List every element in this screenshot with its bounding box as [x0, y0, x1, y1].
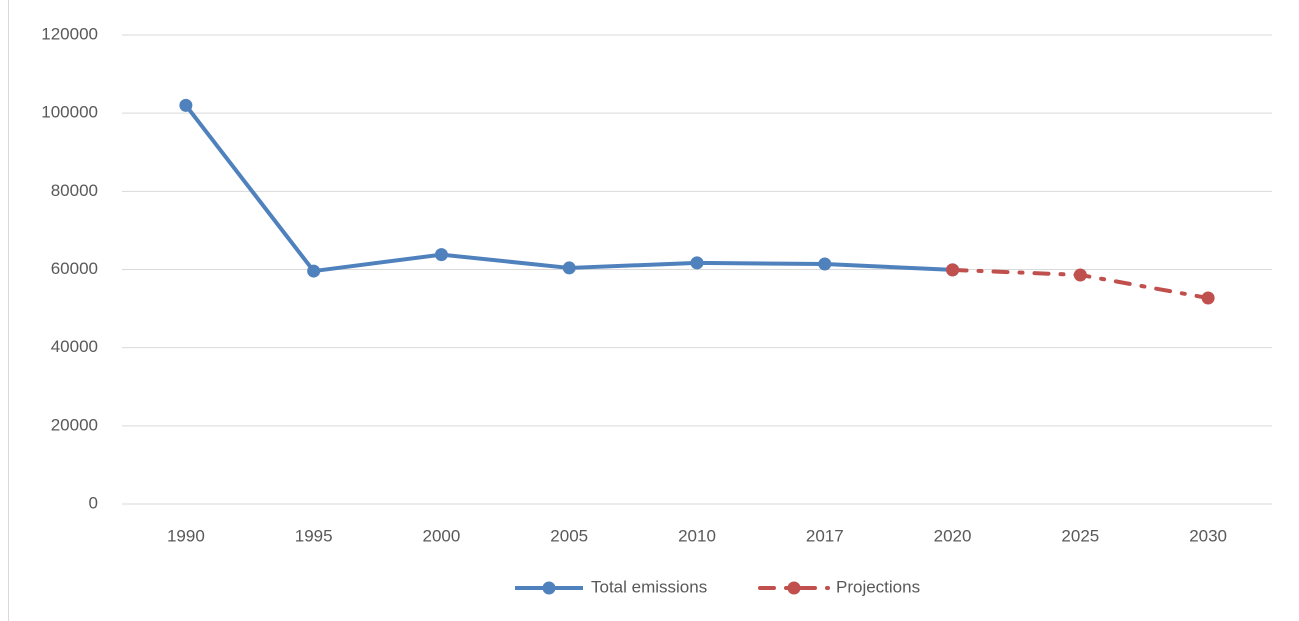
data-point: [1201, 291, 1215, 305]
y-tick-label: 100000: [41, 103, 98, 122]
data-point: [818, 257, 832, 271]
chart-frame: [8, 0, 9, 621]
x-tick-label: 2010: [678, 526, 716, 545]
legend-label: Total emissions: [591, 577, 707, 596]
data-point: [434, 248, 448, 262]
y-tick-label: 40000: [51, 337, 98, 356]
x-tick-label: 2005: [550, 526, 588, 545]
data-point: [1073, 268, 1087, 282]
legend-item: Projections: [758, 577, 920, 596]
series-line: [184, 104, 953, 274]
legend-marker: [787, 581, 801, 595]
x-tick-label: 2017: [806, 526, 844, 545]
x-tick-label: 1990: [167, 526, 205, 545]
y-tick-label: 60000: [51, 259, 98, 278]
x-tick-label: 2000: [423, 526, 461, 545]
y-tick-label: 80000: [51, 181, 98, 200]
x-tick-label: 2030: [1189, 526, 1227, 545]
data-point: [562, 261, 576, 275]
legend-label: Projections: [836, 577, 920, 596]
legend-item: Total emissions: [515, 577, 707, 596]
data-point: [307, 264, 321, 278]
y-tick-label: 0: [89, 493, 98, 512]
data-point: [690, 256, 704, 270]
data-point: [946, 263, 960, 277]
data-point: [179, 98, 193, 112]
x-tick-label: 2025: [1061, 526, 1099, 545]
legend-marker: [542, 581, 556, 595]
x-tick-label: 1995: [295, 526, 333, 545]
y-tick-label: 20000: [51, 415, 98, 434]
x-tick-label: 2020: [934, 526, 972, 545]
y-tick-label: 120000: [41, 24, 98, 43]
